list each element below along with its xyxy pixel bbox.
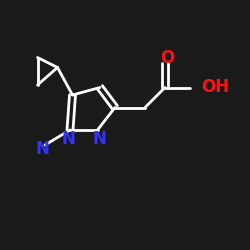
Text: O: O <box>160 49 174 67</box>
Text: N: N <box>35 140 49 158</box>
Text: N: N <box>61 130 75 148</box>
Text: N: N <box>92 130 106 148</box>
Text: OH: OH <box>201 78 229 96</box>
